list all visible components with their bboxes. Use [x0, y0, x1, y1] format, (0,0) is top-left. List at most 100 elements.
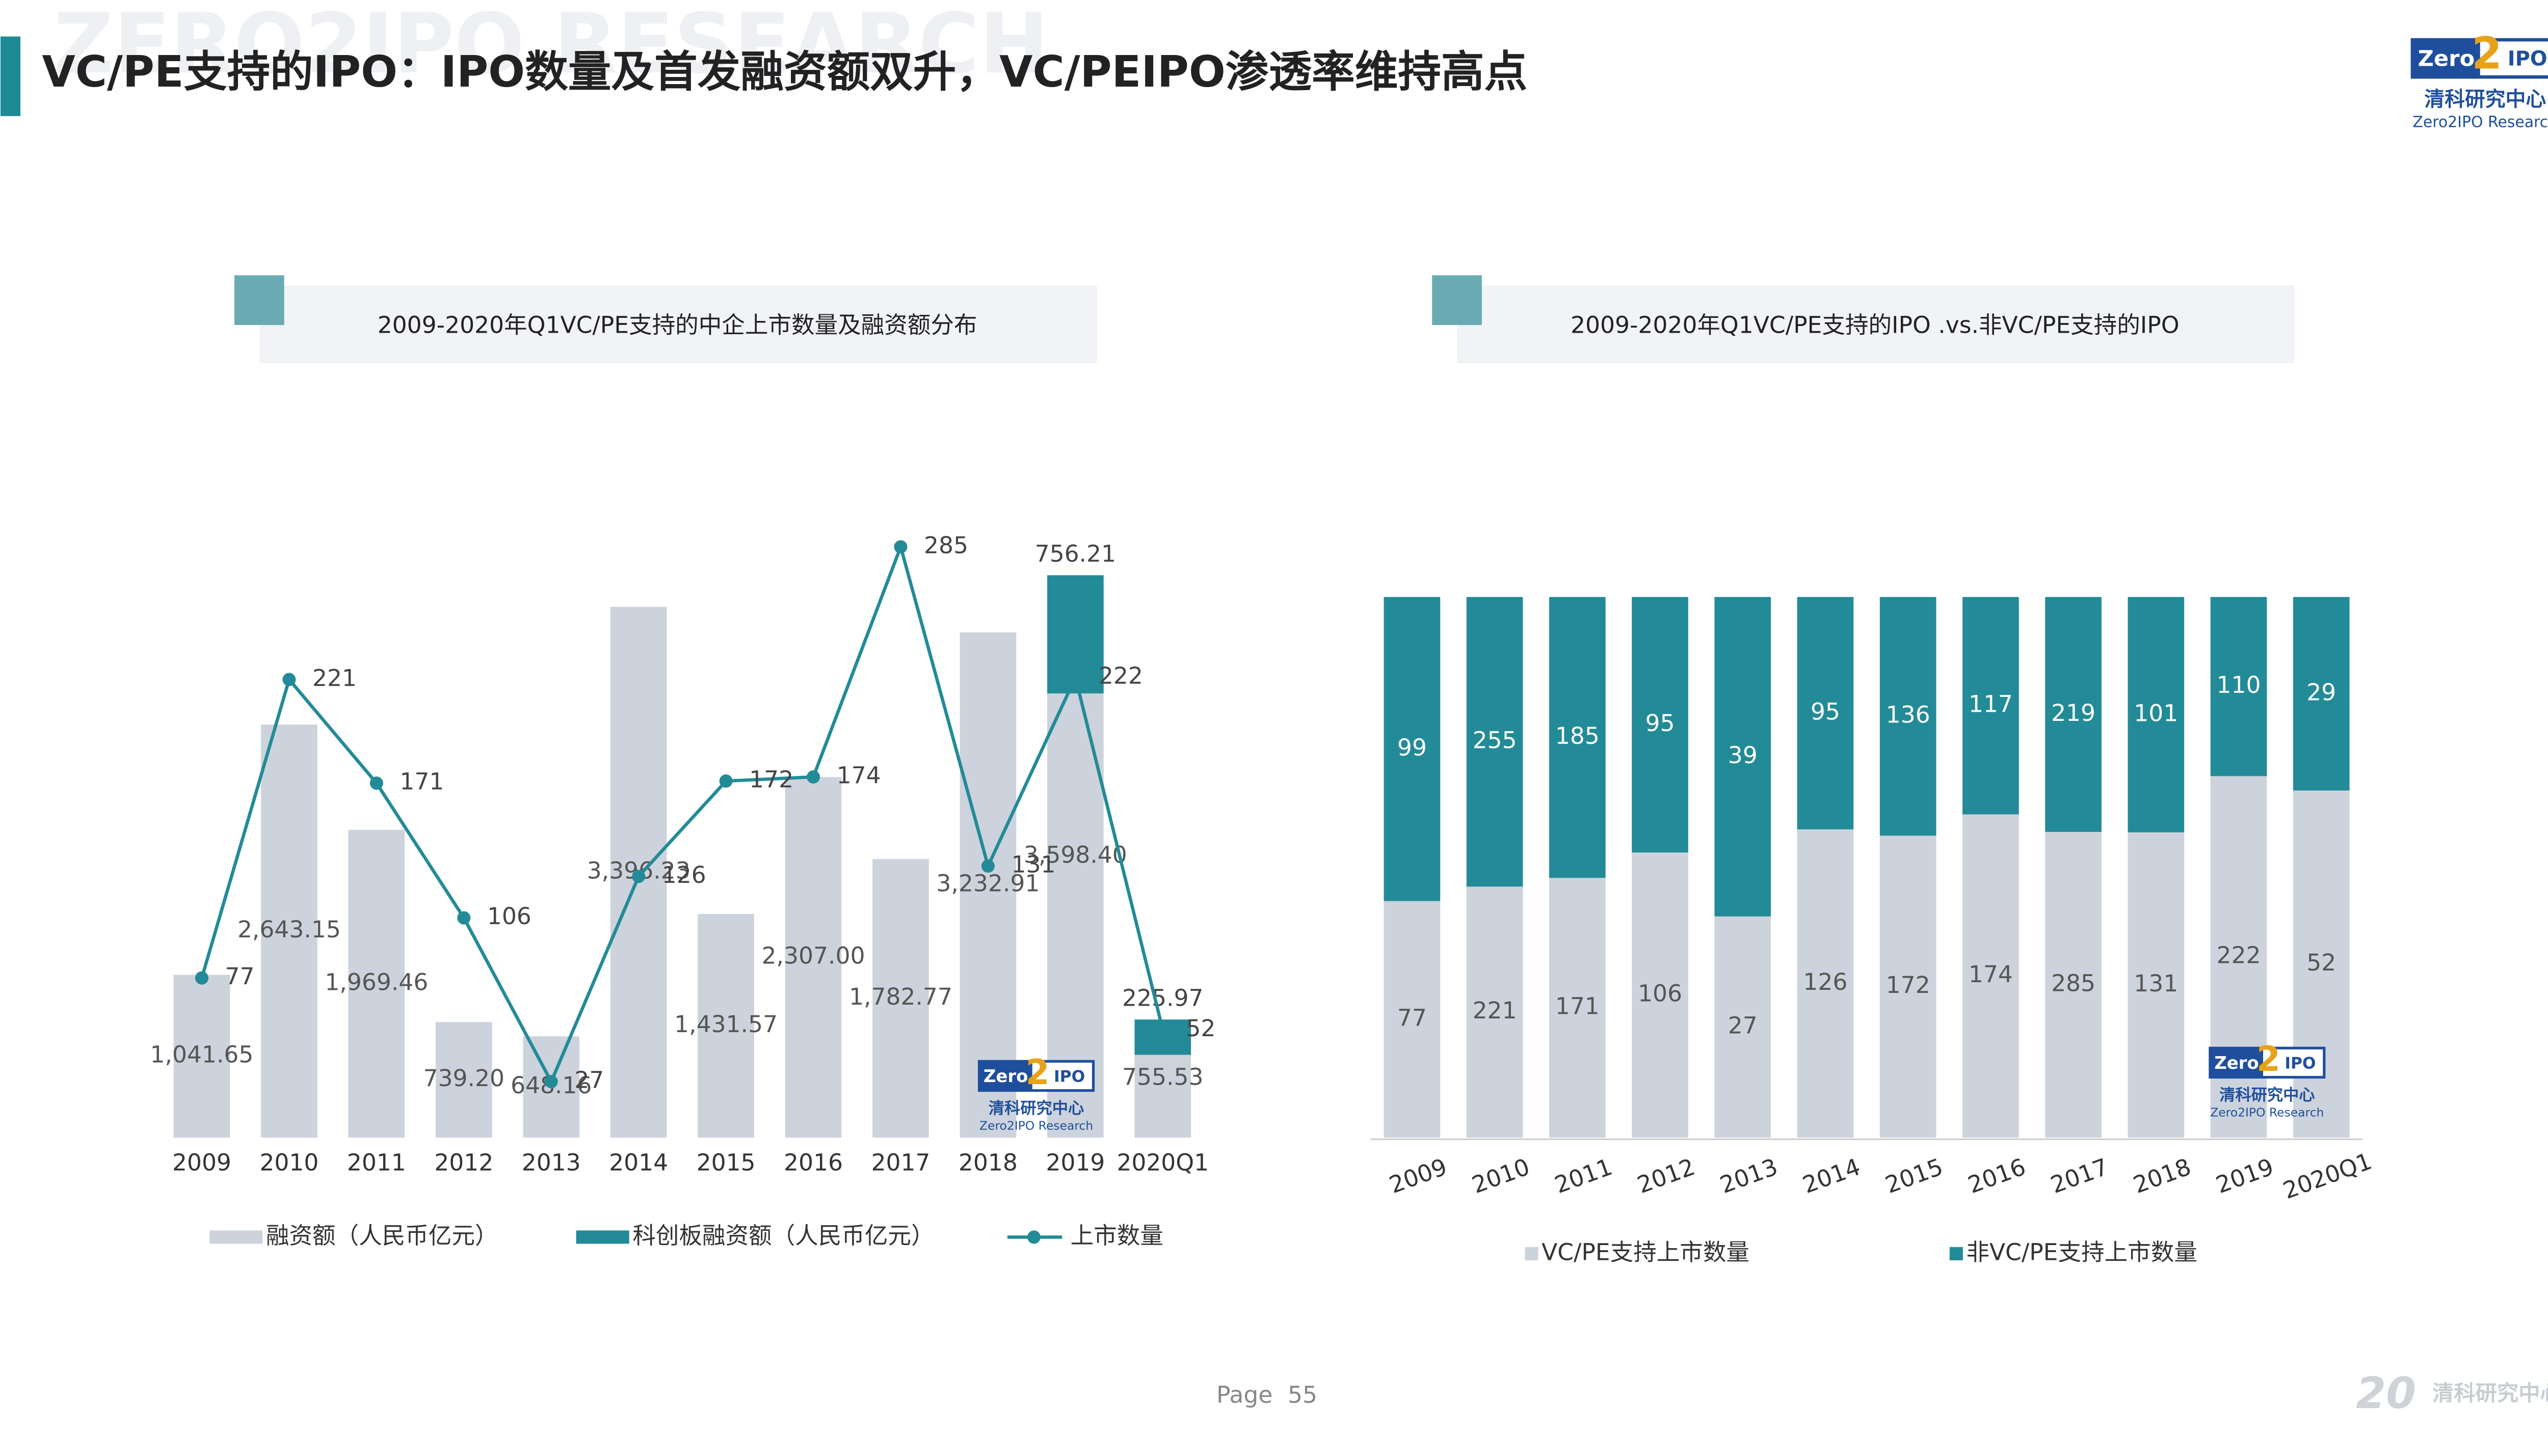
x-tick-label: 2009	[1386, 1153, 1450, 1199]
bar-segment	[1384, 901, 1441, 1138]
page-title: VC/PE支持的IPO：IPO数量及首发融资额双升，VC/PEIPO渗透率维持高…	[42, 46, 1527, 97]
logo-left	[979, 1061, 1032, 1091]
logo-cn: 清科研究中心	[2424, 88, 2546, 111]
x-tick-label: 2013	[522, 1149, 581, 1176]
logo-left	[2210, 1048, 2263, 1077]
bar-segment	[1549, 878, 1606, 1138]
bar	[261, 724, 317, 1138]
legend-label: 融资额（人民币亿元）	[266, 1222, 498, 1249]
legend-label: 非VC/PE支持上市数量	[1966, 1238, 2197, 1265]
line-marker	[981, 859, 995, 873]
page-label: Page	[1216, 1381, 1272, 1408]
page-number: 55	[1288, 1381, 1317, 1408]
bar-segment	[1714, 597, 1771, 916]
bar-segment	[2293, 790, 2350, 1138]
bar-segment	[1797, 597, 1854, 830]
value-label: 172	[749, 766, 793, 793]
value-label: 185	[1555, 722, 1600, 749]
x-tick-label: 2014	[609, 1149, 668, 1176]
bar	[348, 829, 405, 1138]
chart-title-square	[1432, 275, 1482, 326]
logo-left	[2412, 40, 2480, 77]
value-label: 101	[2134, 699, 2178, 726]
value-label: 52	[2306, 949, 2336, 976]
value-label: 219	[2051, 699, 2095, 726]
legend-swatch	[1949, 1247, 1963, 1260]
x-tick-label: 2018	[959, 1149, 1018, 1176]
x-tick-label: 2011	[1551, 1153, 1616, 1199]
value-label: 29	[2306, 679, 2336, 706]
bar-segment	[2128, 597, 2185, 832]
x-tick-label: 2020Q1	[1117, 1149, 1209, 1176]
value-label: 99	[1397, 734, 1427, 761]
value-label: 255	[1473, 727, 1517, 754]
value-label: 136	[1886, 702, 1930, 729]
chart-title-box	[1457, 285, 2295, 363]
value-label: 95	[1645, 710, 1675, 737]
value-label: 39	[1728, 742, 1758, 769]
logo-right-text: IPO	[2508, 47, 2547, 70]
value-label: 95	[1811, 698, 1840, 725]
logo-left-text: Zero	[984, 1066, 1028, 1086]
x-tick-label: 2017	[2047, 1153, 2112, 1199]
legend-swatch	[1525, 1247, 1538, 1260]
bar-segment	[1962, 814, 2019, 1138]
value-label: 225.97	[1122, 985, 1203, 1012]
logo-mid-text: 2	[2472, 29, 2502, 79]
value-label: 77	[225, 963, 255, 990]
line-marker	[369, 776, 383, 790]
logo-mid-text: 2	[1026, 1052, 1050, 1092]
value-label: 172	[1886, 972, 1930, 999]
legend-label: 科创板融资额（人民币亿元）	[632, 1222, 934, 1249]
x-tick-label: 2017	[871, 1149, 930, 1176]
x-tick-label: 2016	[1965, 1153, 2029, 1199]
value-label: 285	[924, 532, 968, 559]
value-label: 755.53	[1122, 1064, 1203, 1091]
value-label: 1,969.46	[325, 968, 428, 995]
bar	[872, 859, 929, 1138]
value-label: 52	[1186, 1015, 1215, 1042]
line-marker	[195, 971, 208, 985]
line-marker	[282, 672, 296, 686]
logo-right-text: IPO	[2285, 1054, 2316, 1072]
bar-segment	[1632, 597, 1688, 853]
bar	[698, 913, 754, 1138]
legend-swatch	[576, 1230, 629, 1244]
bar-segment	[1384, 597, 1441, 901]
value-label: 27	[574, 1067, 604, 1094]
value-label: 106	[487, 903, 532, 930]
value-label: 117	[1969, 691, 2013, 718]
x-tick-label: 2009	[172, 1149, 231, 1176]
bar	[173, 975, 230, 1138]
value-label: 1,782.77	[849, 983, 952, 1010]
bar-segment	[1466, 597, 1523, 887]
x-tick-label: 2019	[2212, 1153, 2277, 1199]
chart-title-box	[259, 285, 1097, 363]
value-label: 174	[1969, 961, 2013, 988]
logo-cn: 清科研究中心	[989, 1099, 1084, 1118]
logo-en: Zero2IPO Research	[2210, 1105, 2324, 1119]
line-marker	[544, 1075, 558, 1089]
logo-left-text: Zero	[2418, 46, 2475, 71]
bar-segment	[1879, 835, 1936, 1138]
bar-segment	[1549, 597, 1606, 878]
value-label: 285	[2051, 969, 2095, 996]
value-label: 221	[312, 664, 357, 691]
value-label: 222	[2216, 942, 2261, 969]
x-tick-label: 2012	[434, 1149, 493, 1176]
line-marker	[1156, 1023, 1170, 1037]
line-marker	[457, 911, 471, 925]
value-label: 27	[1728, 1012, 1758, 1039]
bar-segment	[1797, 829, 1854, 1138]
x-tick-label: 2015	[697, 1149, 756, 1176]
legend-label: VC/PE支持上市数量	[1542, 1238, 1749, 1265]
logo-left-text: Zero	[2214, 1053, 2259, 1073]
line-marker	[719, 774, 733, 788]
x-tick-label: 2020Q1	[2279, 1147, 2375, 1204]
title-accent	[1, 36, 21, 116]
value-label: 126	[662, 861, 706, 888]
value-label: 3,598.40	[1024, 842, 1127, 869]
